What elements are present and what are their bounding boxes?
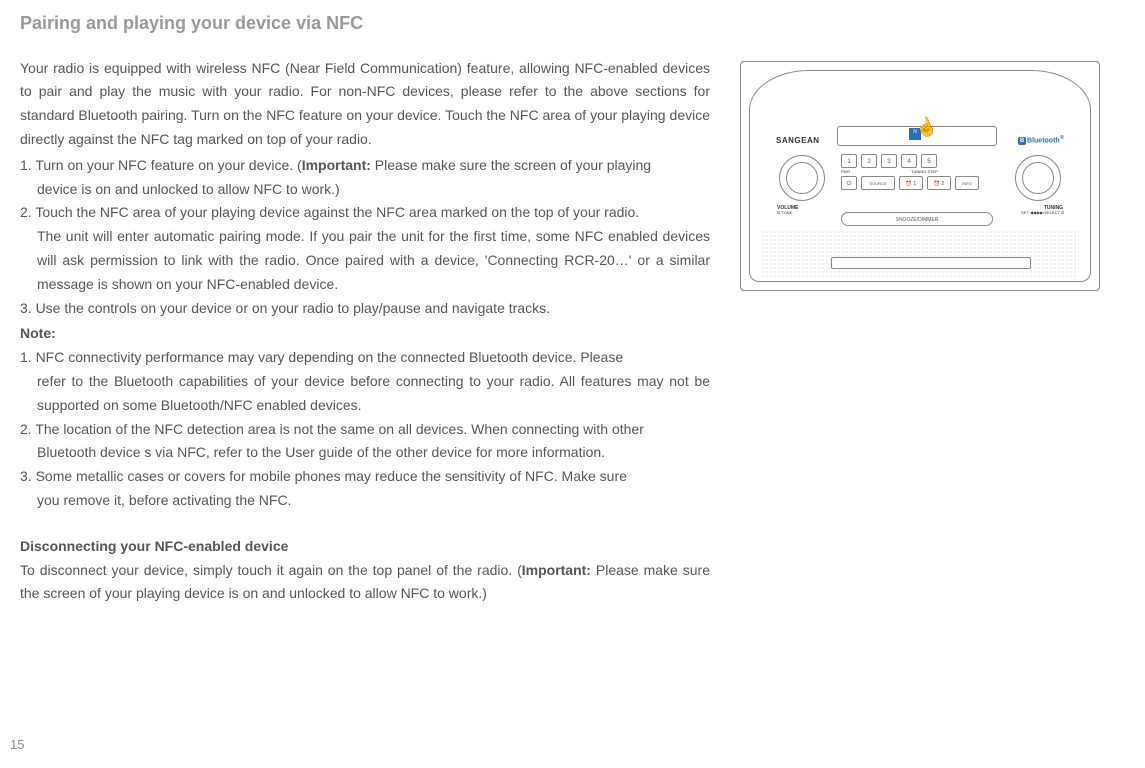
bluetooth-icon: B bbox=[1018, 137, 1026, 145]
bluetooth-label: BBluetooth® bbox=[1018, 134, 1064, 147]
volume-sub-label: ⏻ TONE bbox=[777, 210, 792, 217]
step-1-cont: device is on and unlocked to allow NFC t… bbox=[20, 178, 710, 202]
note-3-b: you remove it, before activating the NFC… bbox=[20, 489, 710, 513]
note-1: 1. NFC connectivity performance may vary… bbox=[20, 346, 710, 417]
body-text-column: Your radio is equipped with wireless NFC… bbox=[20, 57, 710, 607]
preset-row: 1 2 3 4 5 bbox=[841, 154, 937, 168]
info-button: INFO bbox=[955, 176, 979, 190]
source-button: SOURCE bbox=[861, 176, 895, 190]
step-2: 2. Touch the NFC area of your playing de… bbox=[20, 201, 710, 296]
step-1-text-a: 1. Turn on your NFC feature on your devi… bbox=[20, 157, 302, 173]
preset-1: 1 bbox=[841, 154, 857, 168]
preset-3: 3 bbox=[881, 154, 897, 168]
bottom-slot bbox=[831, 257, 1031, 269]
note-2-a: 2. The location of the NFC detection are… bbox=[20, 421, 644, 437]
intro-paragraph: Your radio is equipped with wireless NFC… bbox=[20, 57, 710, 152]
power-button: ⏻ bbox=[841, 176, 857, 190]
tuning-knob bbox=[1015, 155, 1061, 201]
page-title: Pairing and playing your device via NFC bbox=[20, 8, 1125, 39]
radio-illustration: N ☝ SANGEAN BBluetooth® VOLUME ⏻ TONE TU… bbox=[740, 61, 1100, 291]
tuning-sub-label: SET ◀◀/▶▶/SELECT ⏻ bbox=[1021, 210, 1081, 217]
illustration-column: N ☝ SANGEAN BBluetooth® VOLUME ⏻ TONE TU… bbox=[710, 57, 1125, 607]
note-2-b: Bluetooth device s via NFC, refer to the… bbox=[20, 441, 710, 465]
speaker-grille bbox=[761, 230, 1079, 278]
preset-2: 2 bbox=[861, 154, 877, 168]
preset-4: 4 bbox=[901, 154, 917, 168]
step-1-important: Important: bbox=[302, 157, 371, 173]
disconnect-paragraph: To disconnect your device, simply touch … bbox=[20, 559, 710, 607]
note-3: 3. Some metallic cases or covers for mob… bbox=[20, 465, 710, 513]
step-3: 3. Use the controls on your device or on… bbox=[20, 297, 710, 321]
note-1-a: 1. NFC connectivity performance may vary… bbox=[20, 349, 623, 365]
volume-knob bbox=[779, 155, 825, 201]
tuning-step-label: TUNING STEP bbox=[911, 169, 938, 176]
note-2: 2. The location of the NFC detection are… bbox=[20, 418, 710, 466]
step-2-cont: The unit will enter automatic pairing mo… bbox=[20, 225, 710, 296]
preset-5: 5 bbox=[921, 154, 937, 168]
pair-label: PAIR bbox=[841, 169, 850, 176]
note-3-a: 3. Some metallic cases or covers for mob… bbox=[20, 468, 627, 484]
step-2-text-a: 2. Touch the NFC area of your playing de… bbox=[20, 204, 639, 220]
step-1: 1. Turn on your NFC feature on your devi… bbox=[20, 154, 710, 202]
disconnect-heading: Disconnecting your NFC-enabled device bbox=[20, 535, 710, 559]
brand-label: SANGEAN bbox=[776, 134, 820, 148]
bluetooth-text: Bluetooth bbox=[1027, 137, 1060, 144]
disconnect-a: To disconnect your device, simply touch … bbox=[20, 562, 522, 578]
note-label: Note: bbox=[20, 322, 710, 346]
note-1-b: refer to the Bluetooth capabilities of y… bbox=[20, 370, 710, 418]
snooze-bar: SNOOZE/DIMMER bbox=[841, 212, 993, 226]
function-row: ⏻ SOURCE ⏰ 1 ⏰ 2 INFO bbox=[841, 176, 979, 190]
step-1-text-b: Please make sure the screen of your play… bbox=[371, 157, 651, 173]
alarm1-button: ⏰ 1 bbox=[899, 176, 923, 190]
page-number: 15 bbox=[10, 734, 24, 756]
disconnect-important: Important: bbox=[522, 562, 591, 578]
alarm2-button: ⏰ 2 bbox=[927, 176, 951, 190]
